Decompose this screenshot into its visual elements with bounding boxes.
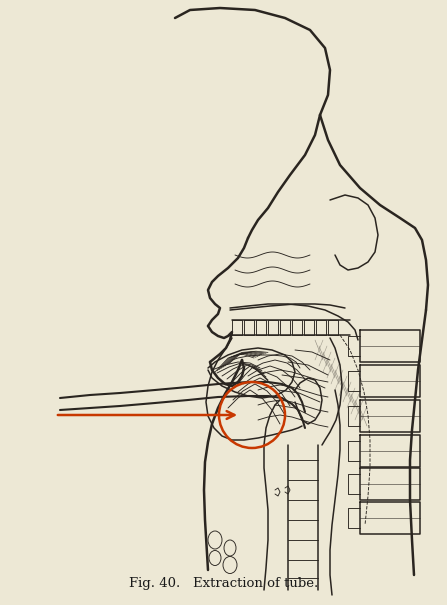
Text: Fig. 40.   Extraction of tube.: Fig. 40. Extraction of tube. (129, 577, 318, 590)
